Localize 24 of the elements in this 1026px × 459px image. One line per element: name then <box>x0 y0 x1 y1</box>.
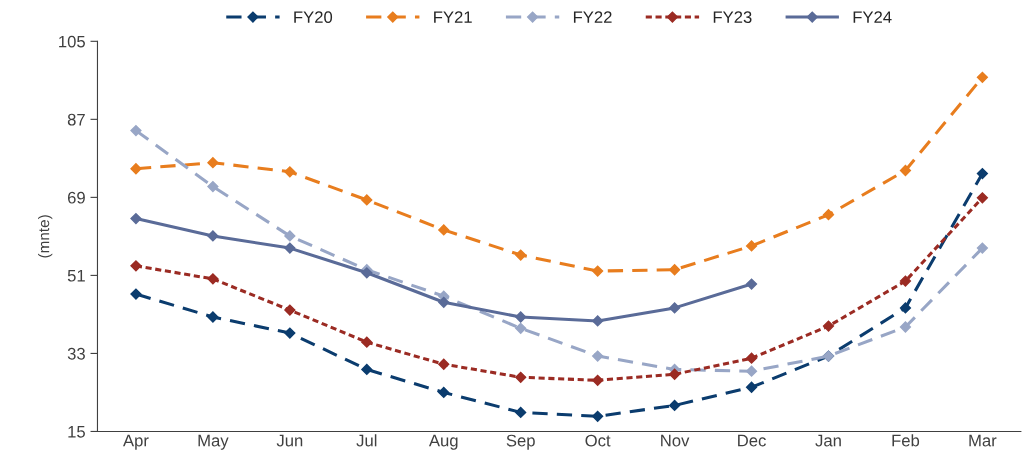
x-tick-label: Mar <box>969 434 997 447</box>
legend-label: FY23 <box>713 11 752 24</box>
legend-label: FY22 <box>573 11 612 23</box>
y-tick-label: 69 <box>67 191 85 204</box>
x-tick-label: Jul <box>356 434 377 447</box>
x-tick-label: Jan <box>815 434 841 447</box>
x-tick-label: Sep <box>506 434 535 450</box>
y-axis-title: (mnte) <box>38 215 53 258</box>
y-tick-label: 33 <box>67 347 85 360</box>
x-tick-label: Oct <box>585 434 611 447</box>
x-tick-label: Jun <box>276 434 303 447</box>
y-tick-label: 87 <box>67 113 85 126</box>
x-tick-label: Feb <box>892 434 920 447</box>
x-tick-label: Dec <box>738 434 766 447</box>
x-tick-label: Nov <box>661 434 690 447</box>
x-tick-label: May <box>198 434 229 450</box>
legend-label: FY21 <box>434 11 472 23</box>
x-tick-label: Aug <box>428 434 458 450</box>
y-tick-label: 105 <box>59 35 85 48</box>
legend-label: FY20 <box>294 11 333 24</box>
x-tick-label: Apr <box>123 434 149 450</box>
y-tick-label: 51 <box>67 269 85 282</box>
y-tick-label: 15 <box>68 426 85 438</box>
legend-label: FY24 <box>853 11 892 23</box>
